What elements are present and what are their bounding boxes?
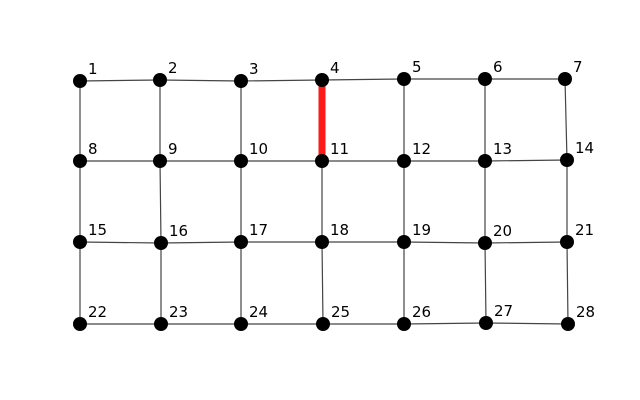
node-label-18: 18 [330, 221, 349, 239]
node-label-16: 16 [169, 222, 188, 240]
node-label-13: 13 [493, 140, 512, 158]
edge-21-28 [566, 241, 569, 325]
node-label-5: 5 [412, 58, 422, 76]
edge-19-20 [403, 241, 486, 244]
node-label-2: 2 [168, 59, 178, 77]
node-label-19: 19 [412, 221, 431, 239]
edge-3-4 [240, 79, 323, 82]
node-14 [560, 153, 574, 167]
node-label-24: 24 [249, 303, 268, 321]
node-28 [561, 317, 575, 331]
node-label-17: 17 [249, 221, 268, 239]
edge-7-14 [564, 78, 568, 161]
edge-20-27 [484, 242, 487, 324]
node-24 [234, 317, 248, 331]
edge-2-3 [159, 79, 242, 82]
node-label-14: 14 [575, 139, 594, 157]
node-label-27: 27 [494, 302, 513, 320]
node-18 [315, 235, 329, 249]
node-11 [315, 154, 329, 168]
node-13 [478, 154, 492, 168]
edge-16-17 [160, 241, 242, 244]
node-16 [154, 236, 168, 250]
node-8 [73, 154, 87, 168]
node-label-1: 1 [88, 60, 98, 78]
node-25 [316, 317, 330, 331]
edge-13-14 [484, 159, 568, 162]
edge-layer [79, 76, 569, 325]
node-label-22: 22 [88, 303, 107, 321]
node-label-26: 26 [412, 303, 431, 321]
node-26 [397, 317, 411, 331]
node-label-25: 25 [331, 303, 350, 321]
node-9 [153, 154, 167, 168]
node-3 [234, 74, 248, 88]
edge-26-27 [403, 322, 487, 325]
node-label-23: 23 [169, 303, 188, 321]
node-12 [397, 154, 411, 168]
edge-20-21 [484, 241, 568, 244]
node-17 [234, 235, 248, 249]
node-23 [154, 317, 168, 331]
node-label-20: 20 [493, 222, 512, 240]
edge-27-28 [485, 322, 569, 325]
node-layer [73, 72, 575, 331]
node-label-11: 11 [330, 140, 349, 158]
node-label-10: 10 [249, 140, 268, 158]
node-20 [478, 236, 492, 250]
node-label-12: 12 [412, 140, 431, 158]
node-label-3: 3 [249, 60, 259, 78]
edge-15-16 [79, 241, 162, 244]
node-6 [478, 72, 492, 86]
node-5 [397, 72, 411, 86]
node-19 [397, 235, 411, 249]
node-label-8: 8 [88, 140, 98, 158]
node-label-21: 21 [575, 221, 594, 239]
node-15 [73, 235, 87, 249]
edge-1-2 [79, 79, 161, 82]
node-21 [560, 235, 574, 249]
node-label-28: 28 [576, 303, 595, 321]
node-22 [73, 317, 87, 331]
node-10 [234, 154, 248, 168]
node-1 [73, 74, 87, 88]
node-label-9: 9 [168, 140, 178, 158]
edge-9-16 [159, 160, 162, 244]
node-label-4: 4 [330, 59, 340, 77]
node-27 [479, 316, 493, 330]
node-label-7: 7 [573, 58, 583, 76]
node-4 [315, 73, 329, 87]
node-label-6: 6 [493, 58, 503, 76]
edge-4-5 [321, 78, 405, 81]
edge-18-25 [321, 241, 324, 325]
node-label-15: 15 [88, 221, 107, 239]
node-7 [558, 72, 572, 86]
node-2 [153, 73, 167, 87]
